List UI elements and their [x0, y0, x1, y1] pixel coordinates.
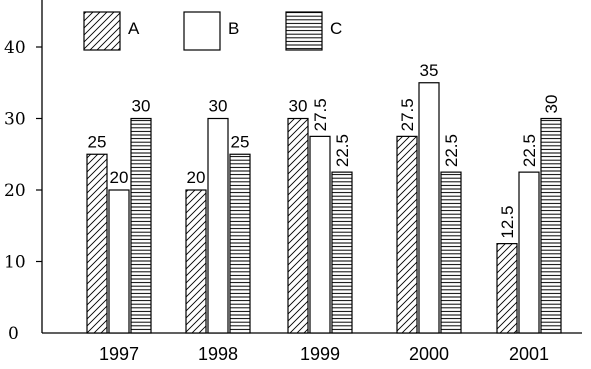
x-tick-label-1998: 1998 — [198, 344, 238, 364]
bar-a-1997 — [86, 153, 108, 334]
data-label-a-1997: 25 — [88, 132, 107, 151]
bar-c-2000 — [440, 171, 462, 334]
bar-c-2001 — [540, 117, 562, 334]
bar-b-2001 — [518, 171, 540, 334]
data-label-c-1998: 25 — [231, 132, 250, 151]
data-label-b-2000: 35 — [420, 61, 439, 80]
y-tick-label: 0 — [8, 324, 19, 344]
data-label-c-2001: 30 — [542, 95, 561, 114]
y-tick-label: 10 — [4, 253, 26, 273]
bar-b-1999 — [309, 135, 331, 334]
data-label-a-2001: 12.5 — [498, 206, 517, 239]
y-ticks: 0 10 20 30 40 — [4, 38, 42, 344]
x-tick-label-1997: 1997 — [99, 344, 139, 364]
x-tick-label-2001: 2001 — [509, 344, 549, 364]
data-label-a-1999: 30 — [289, 97, 308, 116]
x-tick-label-1999: 1999 — [300, 344, 340, 364]
bar-b-1997 — [108, 189, 130, 334]
x-ticks: 1997 1998 1999 2000 2001 — [99, 344, 549, 364]
data-label-c-1997: 30 — [132, 97, 151, 116]
legend-swatch-c — [285, 11, 323, 51]
y-tick-label: 30 — [4, 110, 26, 130]
legend-label-b: B — [228, 19, 239, 38]
legend: A B C — [83, 11, 342, 51]
bar-c-1997 — [130, 117, 152, 334]
bar-a-2001 — [496, 243, 518, 334]
bar-a-2000 — [396, 135, 418, 334]
data-label-c-1999: 22.5 — [333, 134, 352, 167]
x-tick-label-2000: 2000 — [409, 344, 449, 364]
legend-swatch-b — [183, 11, 221, 51]
legend-label-a: A — [128, 19, 140, 38]
legend-label-c: C — [330, 19, 342, 38]
bar-a-1998 — [185, 189, 207, 334]
y-tick-label: 40 — [4, 38, 26, 58]
data-label-c-2000: 22.5 — [442, 134, 461, 167]
data-label-b-1997: 20 — [110, 168, 129, 187]
bar-a-1999 — [287, 117, 309, 334]
y-tick-label: 20 — [4, 181, 26, 201]
bar-c-1998 — [229, 153, 251, 334]
data-label-b-2001: 22.5 — [520, 134, 539, 167]
bar-b-2000 — [418, 82, 440, 334]
bar-c-1999 — [331, 171, 353, 334]
data-label-b-1999: 27.5 — [311, 98, 330, 131]
bars — [86, 82, 562, 334]
data-label-a-2000: 27.5 — [398, 98, 417, 131]
data-label-a-1998: 20 — [187, 168, 206, 187]
bar-b-1998 — [207, 117, 229, 334]
data-label-b-1998: 30 — [209, 97, 228, 116]
legend-swatch-a — [83, 11, 121, 51]
